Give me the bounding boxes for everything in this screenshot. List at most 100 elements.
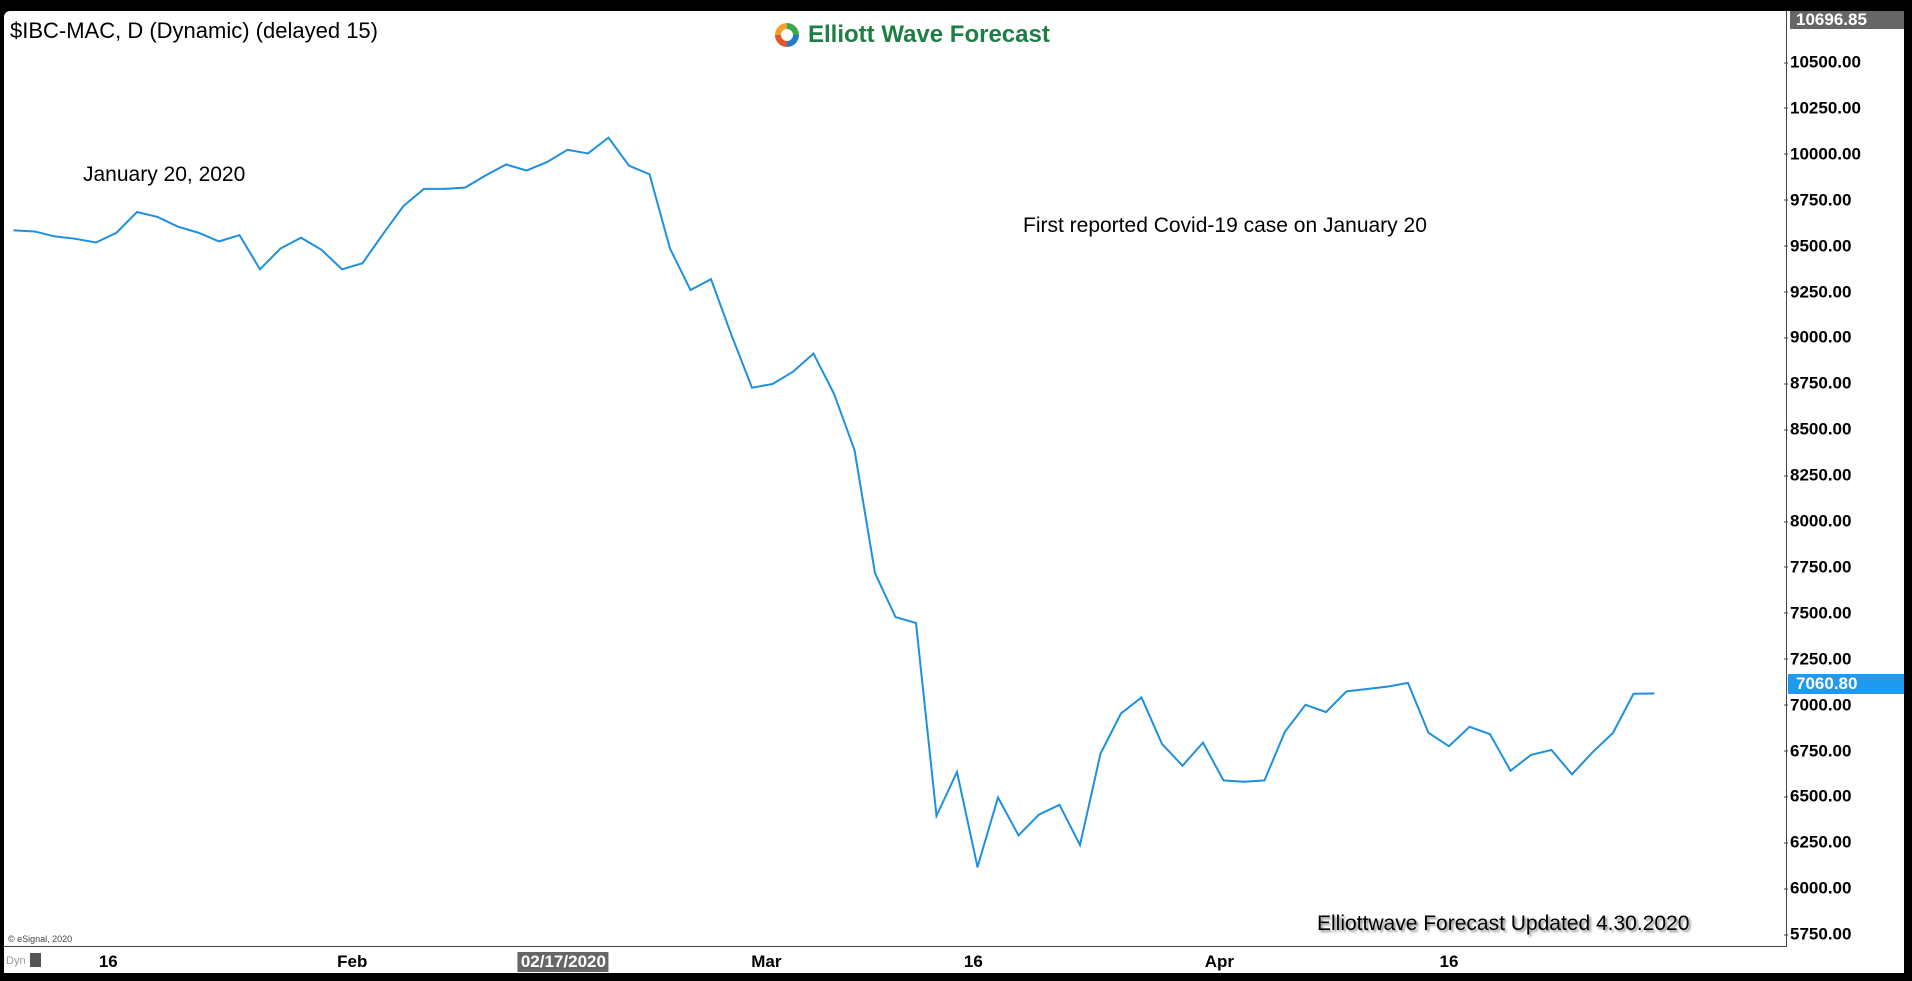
y-tick-label: 8500.00 bbox=[1783, 419, 1852, 439]
data-point bbox=[1058, 804, 1061, 806]
data-point bbox=[1366, 688, 1368, 690]
last-price-badge: 7060.80 bbox=[1788, 674, 1904, 695]
data-point bbox=[1222, 779, 1225, 782]
data-point bbox=[74, 238, 77, 240]
logo: Elliott Wave Forecast bbox=[772, 20, 1050, 50]
data-point bbox=[956, 771, 958, 773]
data-point bbox=[1468, 726, 1471, 728]
data-point bbox=[484, 174, 487, 177]
data-point bbox=[505, 163, 507, 166]
data-point bbox=[894, 616, 897, 618]
data-point bbox=[1120, 712, 1122, 715]
y-tick-label: 6000.00 bbox=[1783, 878, 1852, 898]
data-point bbox=[443, 188, 446, 190]
y-tick-label: 6250.00 bbox=[1783, 832, 1852, 852]
plot-area[interactable] bbox=[4, 11, 1787, 947]
data-point bbox=[874, 572, 876, 574]
chart-title: $IBC-MAC, D (Dynamic) (delayed 15) bbox=[10, 18, 378, 43]
x-tick-label: 16 bbox=[98, 952, 118, 971]
data-point bbox=[300, 236, 302, 239]
data-point bbox=[1263, 779, 1266, 782]
y-tick-label: 8000.00 bbox=[1783, 511, 1852, 531]
logo-text: Elliott Wave Forecast bbox=[808, 21, 1050, 48]
data-point bbox=[1612, 732, 1614, 734]
data-point bbox=[218, 240, 220, 243]
x-tick-label: 16 bbox=[1439, 952, 1459, 971]
data-point bbox=[33, 230, 36, 233]
y-tick-label: 5750.00 bbox=[1783, 924, 1852, 944]
data-point bbox=[751, 386, 753, 389]
data-point bbox=[566, 148, 569, 151]
data-point bbox=[1017, 834, 1020, 837]
data-point bbox=[341, 268, 343, 271]
data-point bbox=[833, 392, 835, 395]
data-point bbox=[710, 278, 712, 280]
data-point bbox=[1140, 696, 1143, 699]
y-tick-label: 9000.00 bbox=[1783, 327, 1852, 347]
data-point bbox=[1038, 813, 1040, 816]
y-tick-label: 10000.00 bbox=[1784, 144, 1861, 164]
x-tick-label: Mar bbox=[751, 952, 782, 971]
x-tick-label: Apr bbox=[1204, 952, 1235, 971]
data-point bbox=[1509, 769, 1512, 772]
y-tick-label: 7000.00 bbox=[1783, 695, 1852, 715]
data-point bbox=[279, 247, 282, 250]
high-price-badge: 10696.85 bbox=[1790, 11, 1904, 29]
data-point bbox=[402, 205, 405, 207]
data-point bbox=[1345, 690, 1348, 693]
data-point bbox=[812, 352, 815, 355]
data-point bbox=[1181, 764, 1184, 767]
data-point bbox=[423, 188, 425, 190]
data-point bbox=[1489, 733, 1491, 735]
data-point bbox=[197, 231, 200, 234]
data-point bbox=[1243, 780, 1245, 783]
data-point bbox=[1550, 749, 1553, 751]
data-point bbox=[628, 164, 630, 167]
data-point bbox=[792, 370, 794, 373]
dyn-toggle[interactable] bbox=[30, 953, 41, 967]
data-point bbox=[177, 225, 179, 228]
x-tick-label: 02/17/2020 bbox=[517, 952, 609, 972]
data-point bbox=[1632, 692, 1635, 695]
data-point bbox=[1591, 751, 1594, 754]
data-point bbox=[1099, 752, 1102, 755]
x-tick-label: 16 bbox=[963, 952, 983, 971]
dyn-label: Dyn bbox=[6, 955, 26, 967]
data-point bbox=[464, 186, 466, 189]
data-point bbox=[1161, 743, 1163, 745]
data-point bbox=[1427, 732, 1430, 734]
data-point bbox=[976, 866, 979, 868]
data-point bbox=[546, 161, 548, 163]
data-point bbox=[1325, 711, 1327, 713]
y-tick-label: 9250.00 bbox=[1783, 282, 1852, 301]
y-tick-label: 6500.00 bbox=[1783, 786, 1852, 806]
y-tick-label: 7750.00 bbox=[1783, 557, 1852, 577]
footer-note: Elliottwave Forecast Updated 4.30.2020 bbox=[1317, 912, 1690, 935]
data-point bbox=[54, 235, 56, 238]
data-point bbox=[935, 815, 938, 817]
data-point bbox=[1079, 844, 1081, 846]
x-tick-label: Feb bbox=[337, 952, 368, 971]
data-point bbox=[259, 268, 261, 271]
y-tick-label: 8250.00 bbox=[1783, 465, 1852, 485]
data-point bbox=[587, 152, 589, 155]
data-point bbox=[1407, 682, 1409, 684]
y-tick-label: 9750.00 bbox=[1783, 190, 1852, 210]
data-point bbox=[669, 247, 671, 250]
data-point bbox=[156, 216, 159, 218]
data-point bbox=[136, 211, 138, 213]
data-point bbox=[730, 334, 733, 336]
data-point bbox=[382, 233, 384, 235]
y-tick-label: 10500.00 bbox=[1784, 52, 1861, 72]
data-point bbox=[361, 262, 364, 265]
y-tick-label: 10250.00 bbox=[1784, 98, 1861, 118]
price-chart bbox=[13, 136, 1655, 868]
data-point bbox=[1571, 773, 1573, 776]
data-point bbox=[115, 231, 118, 234]
copyright: © eSignal, 2020 bbox=[8, 934, 73, 944]
data-point bbox=[997, 796, 999, 799]
y-tick-label: 6750.00 bbox=[1783, 741, 1852, 760]
data-point bbox=[648, 173, 651, 175]
data-point bbox=[525, 169, 528, 172]
covid-note: First reported Covid-19 case on January … bbox=[1023, 214, 1427, 237]
